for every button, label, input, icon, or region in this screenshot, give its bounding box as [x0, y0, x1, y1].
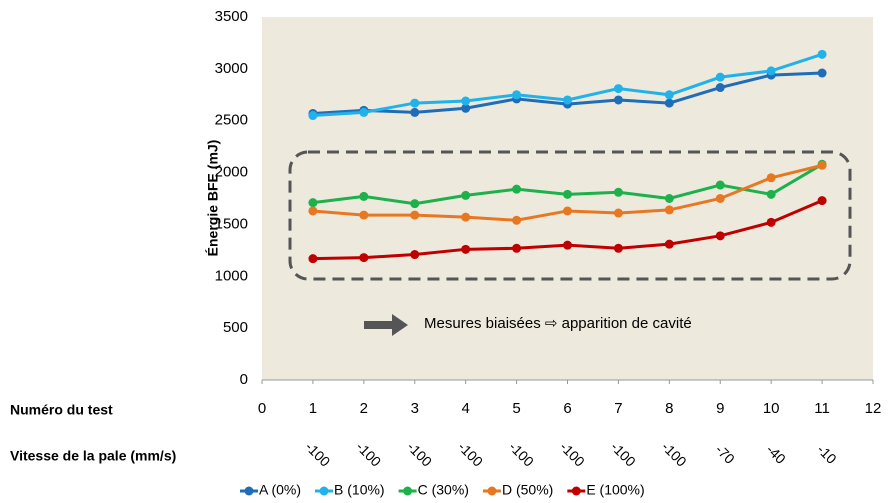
- data-point: [817, 68, 827, 78]
- data-point: [817, 160, 827, 170]
- y-tick-label: 500: [223, 319, 248, 336]
- x2-tick-label: -10: [814, 441, 840, 467]
- x-tick-label: 4: [461, 400, 469, 417]
- data-point: [766, 173, 776, 183]
- legend-label: B (10%): [334, 482, 385, 498]
- data-point: [715, 194, 725, 203]
- x2-tick-label: -100: [302, 439, 333, 470]
- y-tick-label: 3500: [215, 8, 248, 25]
- data-point: [461, 190, 471, 200]
- data-point: [461, 103, 471, 113]
- x-axis-label: Numéro du test: [10, 402, 113, 418]
- x-tick-label: 0: [258, 400, 266, 417]
- x-tick-label: 3: [411, 400, 419, 417]
- data-point: [817, 196, 827, 206]
- x-tick-label: 10: [763, 400, 780, 417]
- data-point: [817, 49, 827, 59]
- data-point: [308, 111, 318, 121]
- data-point: [308, 206, 318, 216]
- data-point: [410, 199, 420, 209]
- x-tick-label: 9: [716, 400, 724, 417]
- data-point: [512, 215, 522, 225]
- y-axis-label: Énergie BFE (mJ): [205, 140, 221, 257]
- y-tick-label: 3000: [215, 60, 248, 77]
- data-point: [664, 98, 674, 108]
- legend-label: D (50%): [502, 482, 553, 498]
- x2-tick-label: -100: [659, 439, 690, 470]
- data-point: [359, 253, 369, 263]
- x2-tick-label: -100: [353, 439, 384, 470]
- data-point: [359, 210, 369, 220]
- data-point: [715, 231, 725, 241]
- data-point: [410, 98, 420, 108]
- data-point: [410, 107, 420, 117]
- x2-tick-label: -100: [557, 439, 588, 470]
- legend-marker: [244, 486, 254, 496]
- y-tick-label: 2000: [215, 164, 248, 181]
- data-point: [512, 90, 522, 100]
- data-point: [664, 194, 674, 203]
- x2-tick-label: -70: [712, 441, 738, 467]
- y-tick-label: 2500: [215, 112, 248, 129]
- x-tick-label: 7: [614, 400, 622, 417]
- data-point: [461, 244, 471, 254]
- legend-label: A (0%): [259, 482, 301, 498]
- y-tick-label: 1000: [215, 267, 248, 284]
- x2-tick-label: -40: [763, 441, 789, 467]
- data-point: [563, 95, 572, 105]
- data-point: [664, 90, 674, 100]
- data-point: [613, 95, 623, 105]
- x2-tick-label: -100: [404, 439, 435, 470]
- data-point: [512, 243, 522, 253]
- x2-tick-label: -100: [506, 439, 537, 470]
- legend-label: E (100%): [586, 482, 644, 498]
- x-tick-label: 1: [309, 400, 317, 417]
- data-point: [461, 96, 471, 106]
- data-point: [563, 189, 572, 199]
- x-tick-label: 6: [563, 400, 571, 417]
- x-tick-label: 5: [512, 400, 520, 417]
- legend-marker: [403, 486, 413, 496]
- y-tick-label: 0: [240, 371, 248, 388]
- data-point: [766, 189, 776, 199]
- legend-marker: [571, 486, 581, 496]
- data-point: [563, 206, 572, 216]
- x-tick-label: 2: [360, 400, 368, 417]
- arrow-icon: [364, 291, 408, 336]
- data-point: [664, 205, 674, 215]
- highlight-box: [288, 150, 852, 281]
- data-point: [563, 240, 572, 250]
- data-point: [766, 217, 776, 227]
- x-tick-label: 8: [665, 400, 673, 417]
- x-tick-label: 12: [865, 400, 882, 417]
- data-point: [613, 84, 623, 94]
- data-point: [715, 83, 725, 93]
- data-point: [410, 250, 420, 260]
- data-point: [410, 210, 420, 220]
- legend-label: C (30%): [418, 482, 469, 498]
- data-point: [613, 187, 623, 197]
- data-point: [613, 208, 623, 218]
- legend-marker: [487, 486, 497, 496]
- data-point: [308, 254, 318, 264]
- data-point: [766, 66, 776, 76]
- data-point: [308, 198, 318, 208]
- data-point: [715, 180, 725, 190]
- x-tick-label: 11: [814, 400, 830, 417]
- x2-tick-label: -100: [455, 439, 486, 470]
- data-point: [461, 212, 471, 222]
- data-point: [512, 184, 522, 194]
- legend-marker: [319, 486, 329, 496]
- x2-tick-label: -100: [608, 439, 639, 470]
- x2-axis-label: Vitesse de la pale (mm/s): [10, 448, 176, 464]
- annotation: Mesures biaisées ⇨ apparition de cavité: [424, 315, 692, 332]
- data-point: [613, 243, 623, 253]
- y-tick-label: 1500: [215, 215, 248, 232]
- data-point: [359, 107, 369, 117]
- data-point: [359, 191, 369, 201]
- data-point: [664, 239, 674, 249]
- data-point: [715, 72, 725, 82]
